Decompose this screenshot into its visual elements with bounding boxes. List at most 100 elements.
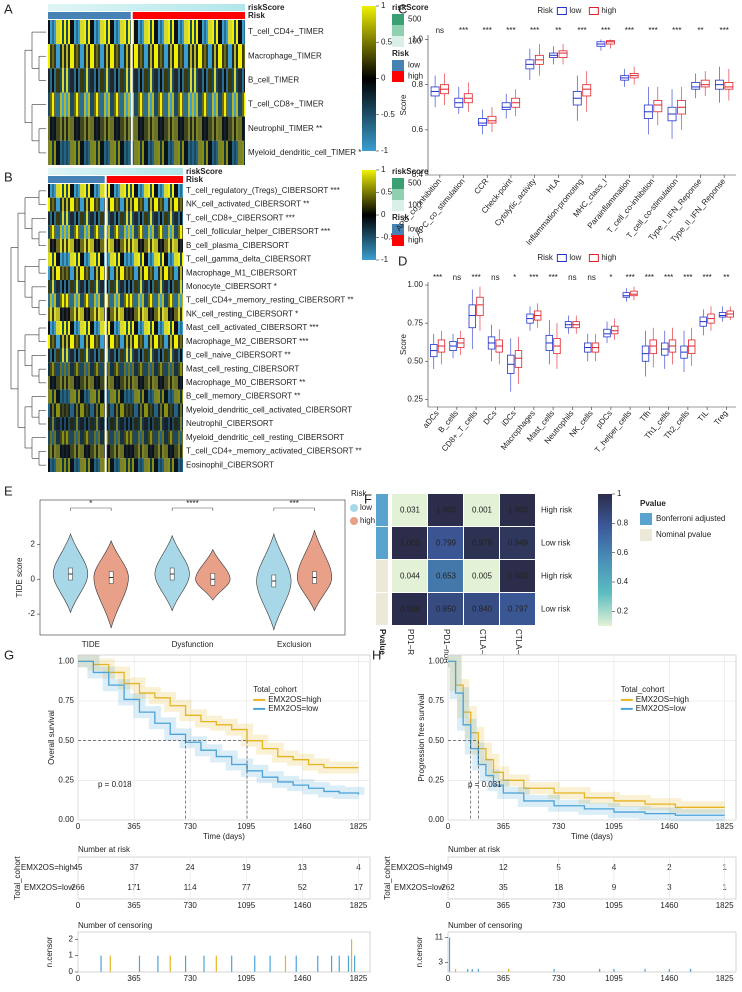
legend-title: Risk xyxy=(392,213,409,222)
row-shade xyxy=(48,430,183,445)
significance: *** xyxy=(577,26,586,35)
significance: ** xyxy=(555,26,561,35)
heatmap-row xyxy=(48,348,183,363)
row-shade xyxy=(48,389,183,404)
row-label: Macrophage_TIMER xyxy=(248,51,322,60)
row-label: Low risk xyxy=(541,605,571,614)
colorbar-label: 0.5 xyxy=(381,188,393,197)
box xyxy=(603,328,611,338)
cell-label: 1.000 xyxy=(400,539,421,548)
colorbar-label: -0.5 xyxy=(381,110,395,119)
heatmap-row xyxy=(48,225,183,239)
row-label: T_cell_CD4+_memory_resting_CIBERSORT ** xyxy=(186,296,354,305)
censor-frame xyxy=(447,931,737,973)
box xyxy=(582,84,592,97)
axis-label: Pvalue xyxy=(378,629,387,655)
risk-table xyxy=(447,856,737,900)
risk-bar xyxy=(132,12,245,19)
heatmap-row xyxy=(48,238,183,253)
heatmap-row xyxy=(48,334,183,349)
legend-label: low xyxy=(360,503,372,512)
box xyxy=(700,79,710,88)
y-tick-label: 0.00 xyxy=(428,815,444,824)
legend-label: EMX2OS=high xyxy=(268,695,321,704)
row-label: T_cell_CD4+_TIMER xyxy=(248,27,324,36)
heatmap-row xyxy=(48,362,183,376)
risk-row-label: EMX2OS=low xyxy=(394,883,444,892)
column-label: CTLA−noR xyxy=(514,629,523,669)
cell xyxy=(392,527,427,559)
panel-label: B xyxy=(4,169,13,184)
x-tick-label: 0 xyxy=(446,974,451,983)
x-tick-label: 730 xyxy=(184,974,198,983)
violin xyxy=(296,529,333,612)
significance: *** xyxy=(702,273,711,282)
significance: * xyxy=(513,273,516,282)
cell xyxy=(428,494,463,526)
panel-label: C xyxy=(398,1,407,16)
row-shade xyxy=(48,458,183,472)
x-tick-label: 1095 xyxy=(237,822,255,831)
x-tick-label: 365 xyxy=(497,901,511,910)
y-tick-label: 1.00 xyxy=(428,656,444,665)
x-tick-label: 1095 xyxy=(605,901,623,910)
risk-title: Number at risk xyxy=(78,845,131,854)
row-label: Myeloid_dendritic_cell_TIMER * xyxy=(248,148,361,157)
cell xyxy=(392,593,427,625)
legend-label: Bonferroni adjusted xyxy=(656,514,725,523)
legend-icon xyxy=(556,254,567,262)
annotation-label: riskScore xyxy=(186,167,223,176)
score-swatch xyxy=(392,189,404,200)
box xyxy=(514,350,523,368)
row-label: NK_cell_activated_CIBERSORT ** xyxy=(186,200,309,209)
y-tick-label: -2 xyxy=(28,609,36,618)
legend-label: high xyxy=(601,6,616,15)
cell-label: 0.653 xyxy=(436,572,457,581)
group-gap xyxy=(130,20,133,165)
colorbar-label: 0.6 xyxy=(617,548,629,557)
panel-label: E xyxy=(4,483,13,498)
x-tick-label: 730 xyxy=(184,822,198,831)
score-swatch xyxy=(392,178,404,189)
box xyxy=(622,292,630,298)
x-tick-label: 1460 xyxy=(293,822,311,831)
group-strip xyxy=(376,527,388,559)
annotation-label: Risk xyxy=(186,175,203,184)
row-label: High risk xyxy=(541,506,573,515)
legend-icon xyxy=(556,7,567,15)
row-label: B_cell_TIMER xyxy=(248,76,299,85)
cell-label: 0.840 xyxy=(472,605,493,614)
column-label: PD1−noR xyxy=(442,629,451,664)
x-tick-label: iDCs xyxy=(500,409,518,428)
row-label: Monocyte_CIBERSORT * xyxy=(186,282,277,291)
x-tick-label: 1460 xyxy=(293,901,311,910)
annotation-label: Risk xyxy=(248,11,265,20)
heatmap-row xyxy=(48,403,183,418)
heatmap-row xyxy=(48,444,183,459)
risk-y-label: Total_cohort xyxy=(383,855,392,899)
y-tick-label: 0 xyxy=(31,574,36,583)
censor-tick-label: 2 xyxy=(69,934,74,943)
row-label: B_cell_naive_CIBERSORT ** xyxy=(186,351,291,360)
score-tick: 100 xyxy=(408,201,422,210)
colorbar-label: -0.5 xyxy=(381,233,395,242)
cell-label: 0.031 xyxy=(400,506,421,515)
y-axis-label: Score xyxy=(399,334,408,355)
cell-label: 1.000 xyxy=(508,506,529,515)
heatmap-row xyxy=(48,307,183,322)
cell-label: 0.979 xyxy=(472,539,493,548)
x-tick-label: 1825 xyxy=(716,901,734,910)
plot-frame xyxy=(447,654,737,821)
x-tick-label: 730 xyxy=(552,822,566,831)
row-label: Neutrophil_TIMER ** xyxy=(248,124,322,133)
legend-swatch xyxy=(392,60,404,71)
legend-label: low xyxy=(569,6,581,15)
x-tick-label: 730 xyxy=(184,901,198,910)
row-shade xyxy=(48,417,183,431)
panel-label: A xyxy=(4,1,13,16)
heatmap-row xyxy=(48,68,245,93)
x-tick-label: Exclusion xyxy=(277,640,311,649)
panel-label: D xyxy=(398,253,407,268)
censor-title: Number of censoring xyxy=(78,921,152,930)
